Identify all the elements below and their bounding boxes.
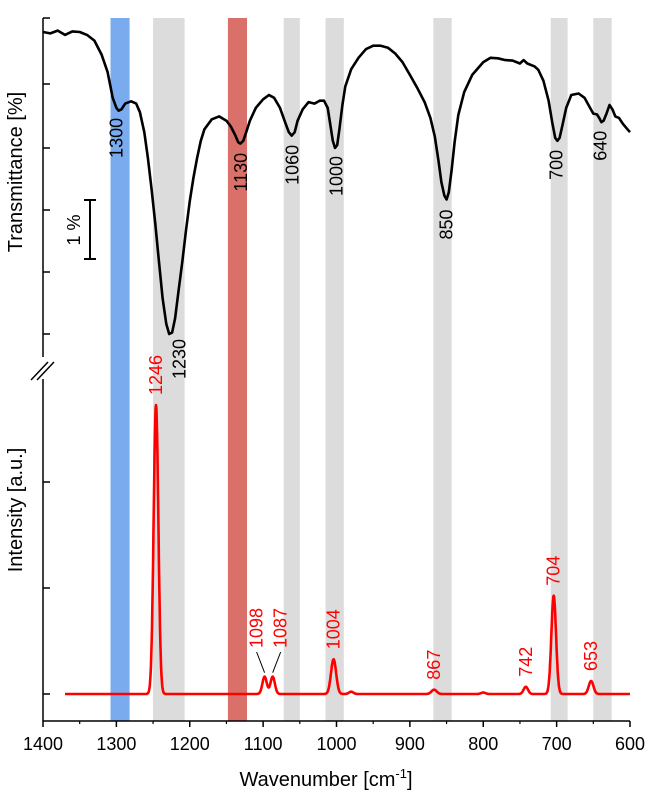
band-6 [550, 18, 568, 721]
x-tick-label-0: 1400 [23, 734, 63, 754]
scale-bar-label: 1 % [64, 214, 84, 245]
ir-peak-label-3: 1060 [283, 145, 303, 185]
ir-peak-label-6: 700 [547, 150, 567, 180]
raman-panel: 1246 1098 1087 1004 867 742 704 653 [64, 355, 631, 696]
highlight-bands [110, 18, 612, 721]
ir-scale-bar: 1 % [64, 199, 96, 260]
band-2 [227, 18, 247, 721]
band-7 [593, 18, 612, 721]
x-tick-label-2: 1200 [170, 734, 210, 754]
x-axis-title: Wavenumber [cm-1] [239, 766, 412, 791]
band-3 [283, 18, 300, 721]
raman-peak-label-3: 1004 [324, 609, 344, 649]
leader-line-1087 [272, 651, 282, 673]
raman-peak-label-5: 742 [516, 647, 536, 677]
raman-peak-label-1: 1098 [247, 608, 267, 648]
raman-peak-label-2: 1087 [271, 608, 291, 648]
axis-break-icon [30, 357, 56, 381]
ir-peak-label-1: 1230 [170, 339, 190, 379]
x-tick-label-7: 700 [542, 734, 572, 754]
x-tick-label-6: 800 [468, 734, 498, 754]
ir-peak-label-5: 850 [437, 210, 457, 240]
band-0 [110, 18, 130, 721]
y-ticks [43, 17, 50, 695]
ir-peak-label-0: 1300 [106, 118, 126, 158]
x-tick-label-5: 900 [395, 734, 425, 754]
raman-peak-label-7: 653 [581, 641, 601, 671]
raman-peak-label-0: 1246 [146, 355, 166, 395]
ir-spectrum-line [42, 29, 631, 336]
band-4 [325, 18, 344, 721]
band-5 [433, 18, 452, 721]
ir-peak-label-4: 1000 [327, 156, 347, 196]
raman-spectrum-line [64, 403, 631, 696]
ir-peak-label-7: 640 [591, 131, 611, 161]
leader-line-1098 [256, 651, 266, 673]
raman-y-axis-title: Intensity [a.u.] [5, 448, 27, 573]
ir-y-axis-title: Transmittance [%] [5, 92, 27, 252]
raman-peak-label-6: 704 [544, 556, 564, 586]
raman-peak-label-4: 867 [424, 650, 444, 680]
ir-panel: 1300 1230 1130 1060 1000 850 700 640 [42, 29, 631, 379]
x-ticks: 1400 1300 1200 1100 1000 900 800 700 600 [23, 721, 645, 754]
x-tick-label-8: 600 [615, 734, 645, 754]
x-tick-label-1: 1300 [96, 734, 136, 754]
x-tick-label-4: 1000 [316, 734, 356, 754]
ir-peak-label-2: 1130 [231, 153, 251, 192]
x-tick-label-3: 1100 [244, 734, 283, 754]
